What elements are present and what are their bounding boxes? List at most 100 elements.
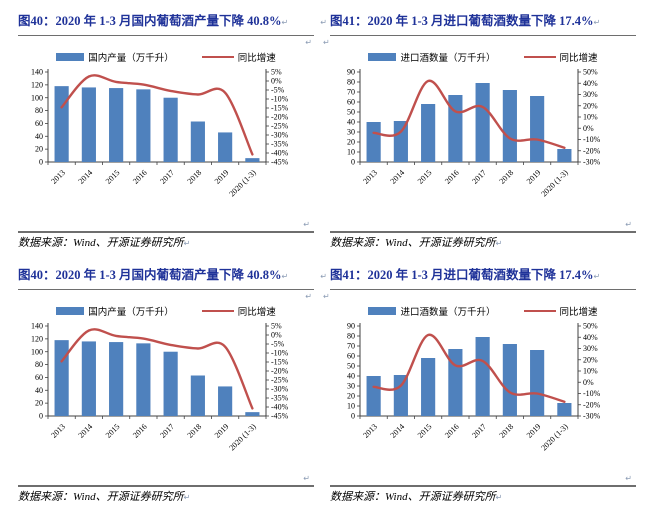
svg-text:2013: 2013 [361, 422, 379, 440]
line-series-swatch [201, 55, 234, 59]
svg-text:60: 60 [347, 98, 355, 107]
svg-text:-40%: -40% [271, 403, 289, 412]
svg-text:100: 100 [31, 347, 43, 356]
svg-text:2020 (1-3): 2020 (1-3) [227, 422, 258, 453]
svg-text:2015: 2015 [104, 168, 122, 186]
svg-text:20%: 20% [583, 355, 598, 364]
domestic-production-chart: 140 120 100 80 60 40 20 0 5%0%-5%-10%-15%-20%-25… [31, 322, 289, 453]
svg-text:40: 40 [35, 132, 43, 141]
svg-text:2014: 2014 [389, 168, 407, 186]
svg-text:80: 80 [347, 78, 355, 87]
legend-item-line: 同比增速 [201, 50, 276, 64]
svg-text:-10%: -10% [271, 95, 289, 104]
svg-text:-10%: -10% [271, 349, 289, 358]
svg-text:2014: 2014 [77, 422, 95, 440]
svg-text:2020 (1-3): 2020 (1-3) [539, 168, 570, 199]
empty-paragraph: ↵ [18, 290, 314, 303]
figure-title-row: 图40：2020 年 1-3 月国内葡萄酒产量下降 40.8%↵ ↵ [18, 12, 327, 36]
legend-item-line: 同比增速 [523, 50, 598, 64]
svg-text:40%: 40% [583, 79, 598, 88]
svg-text:2019: 2019 [525, 168, 543, 186]
svg-text:80: 80 [35, 360, 43, 369]
legend-item-bars: 国内产量（万千升） [56, 304, 174, 318]
empty-paragraph: ↵ [323, 290, 636, 303]
figure-title: 图40：2020 年 1-3 月国内葡萄酒产量下降 40.8% [18, 268, 282, 282]
svg-text:2020 (1-3): 2020 (1-3) [539, 422, 570, 453]
svg-text:-20%: -20% [583, 146, 601, 155]
legend-item-line: 同比增速 [201, 304, 276, 318]
svg-text:90: 90 [347, 322, 355, 331]
svg-text:10%: 10% [583, 113, 598, 122]
svg-text:-30%: -30% [583, 412, 601, 421]
svg-text:2016: 2016 [131, 168, 149, 186]
figure-title-row: 图40：2020 年 1-3 月国内葡萄酒产量下降 40.8%↵ ↵ [18, 266, 327, 290]
svg-text:40: 40 [347, 372, 355, 381]
legend-label: 同比增速 [237, 54, 276, 64]
svg-text:20: 20 [35, 399, 43, 408]
svg-text:-20%: -20% [583, 400, 601, 409]
svg-text:-40%: -40% [271, 149, 289, 158]
svg-text:120: 120 [31, 334, 43, 343]
data-source-row: 数据来源：Wind、开源证券研究所↵ [18, 485, 314, 504]
legend-label: 进口酒数量（万千升） [400, 54, 496, 64]
svg-text:2013: 2013 [361, 168, 379, 186]
data-source-row: 数据来源：Wind、开源证券研究所↵ [330, 485, 636, 504]
svg-text:2014: 2014 [77, 168, 95, 186]
svg-text:2016: 2016 [131, 422, 149, 440]
svg-text:2015: 2015 [416, 422, 434, 440]
svg-text:-10%: -10% [583, 389, 601, 398]
svg-text:20: 20 [347, 138, 355, 147]
data-source-text: 数据来源：Wind、开源证券研究所 [18, 491, 184, 503]
svg-text:10%: 10% [583, 367, 598, 376]
svg-text:10: 10 [347, 402, 355, 411]
svg-text:-20%: -20% [271, 113, 289, 122]
figure-title: 图41：2020 年 1-3 月进口葡萄酒数量下降 17.4% [330, 14, 594, 28]
svg-text:30: 30 [347, 382, 355, 391]
svg-text:-20%: -20% [271, 367, 289, 376]
svg-text:2017: 2017 [158, 168, 176, 186]
svg-text:2017: 2017 [158, 422, 176, 440]
line-series-swatch [523, 309, 556, 313]
chart-paragraph-end: ↵ [330, 218, 636, 230]
empty-paragraph: ↵ [323, 36, 636, 49]
svg-text:2015: 2015 [104, 422, 122, 440]
svg-text:60: 60 [35, 373, 43, 382]
legend-item-bars: 进口酒数量（万千升） [368, 304, 496, 318]
svg-text:0%: 0% [583, 378, 594, 387]
svg-text:30%: 30% [583, 344, 598, 353]
legend-label: 国内产量（万千升） [88, 308, 174, 318]
svg-text:2019: 2019 [213, 168, 231, 186]
data-source-row: 数据来源：Wind、开源证券研究所↵ [18, 231, 314, 250]
svg-text:2019: 2019 [213, 422, 231, 440]
figure-40-bottom: 图40：2020 年 1-3 月国内葡萄酒产量下降 40.8% ↵ ↵ ↵ 国内产… [18, 266, 327, 514]
svg-text:0: 0 [39, 158, 43, 167]
figure-title: 图41：2020 年 1-3 月进口葡萄酒数量下降 17.4% [330, 268, 594, 282]
pilcrow-mark: ↵ [495, 239, 503, 248]
svg-text:120: 120 [31, 80, 43, 89]
legend-item-line: 同比增速 [523, 304, 598, 318]
svg-text:5%: 5% [271, 322, 282, 331]
svg-text:20%: 20% [583, 101, 598, 110]
figure-title-row: 图41：2020 年 1-3 月进口葡萄酒数量下降 17.4%↵ [330, 266, 636, 290]
pilcrow-mark: ↵ [320, 18, 327, 27]
svg-text:0%: 0% [271, 77, 282, 86]
svg-text:40%: 40% [583, 333, 598, 342]
svg-text:30: 30 [347, 128, 355, 137]
pilcrow-mark: ↵ [323, 292, 330, 301]
svg-text:20: 20 [347, 392, 355, 401]
pilcrow-mark: ↵ [305, 292, 312, 301]
legend-label: 同比增速 [559, 54, 598, 64]
pilcrow-mark: ↵ [320, 272, 327, 281]
figure-title-row: 图41：2020 年 1-3 月进口葡萄酒数量下降 17.4%↵ [330, 12, 636, 36]
svg-text:2018: 2018 [186, 168, 204, 186]
pilcrow-mark: ↵ [593, 18, 601, 27]
svg-text:140: 140 [31, 322, 43, 331]
legend-label: 同比增速 [237, 308, 276, 318]
empty-paragraph: ↵ [18, 36, 314, 49]
svg-text:80: 80 [35, 106, 43, 115]
svg-text:2013: 2013 [49, 422, 67, 440]
svg-text:0: 0 [39, 412, 43, 421]
svg-text:80: 80 [347, 332, 355, 341]
bar-series-swatch [56, 53, 85, 61]
figure-41-top: 图41：2020 年 1-3 月进口葡萄酒数量下降 17.4%↵ ↵ 进口酒数量… [323, 12, 636, 260]
